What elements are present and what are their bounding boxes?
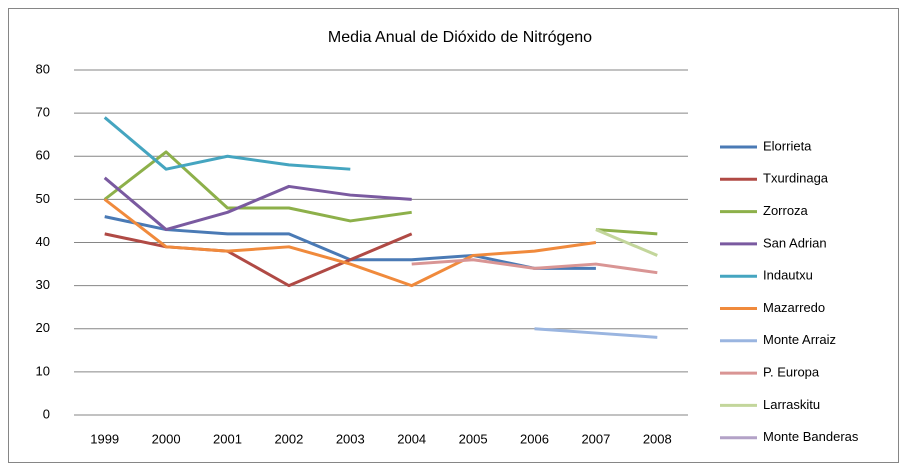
series-line: [411, 258, 658, 275]
x-tick-label: 2006: [520, 431, 549, 446]
series-line: [103, 176, 412, 232]
series-line: [534, 327, 658, 339]
x-tick-label: 2003: [336, 431, 365, 446]
series-line: [104, 232, 413, 288]
legend-label: Zorroza: [763, 203, 809, 218]
y-tick-label: 50: [36, 191, 50, 206]
x-tick-label: 2005: [459, 431, 488, 446]
x-tick-label: 2007: [581, 431, 610, 446]
series-line: [103, 116, 351, 171]
x-tick-label: 2002: [274, 431, 303, 446]
legend-label: Monte Arraiz: [763, 332, 836, 347]
y-tick-label: 20: [36, 320, 50, 335]
chart-title: Media Anual de Dióxido de Nitrógeno: [328, 29, 592, 46]
legend-label: Monte Banderas: [763, 429, 859, 444]
y-tick-label: 10: [36, 363, 50, 378]
y-tick-label: 70: [36, 105, 50, 120]
legend-label: San Adrian: [763, 235, 827, 250]
x-tick-label: 2004: [397, 431, 426, 446]
series-line: [103, 198, 597, 288]
y-tick-label: 0: [43, 406, 50, 421]
x-tick-label: 2001: [213, 431, 242, 446]
legend-label: P. Europa: [763, 365, 820, 380]
y-tick-label: 30: [36, 277, 50, 292]
x-tick-label: 2000: [152, 431, 181, 446]
x-tick-label: 2008: [643, 431, 672, 446]
legend-label: Larraskitu: [763, 397, 820, 412]
legend-label: Mazarredo: [763, 300, 825, 315]
legend-label: Txurdinaga: [763, 171, 829, 186]
legend-label: Elorrieta: [763, 138, 812, 153]
legend-label: Indautxu: [763, 268, 813, 283]
y-tick-label: 40: [36, 234, 50, 249]
y-tick-label: 60: [36, 148, 50, 163]
x-tick-label: 1999: [90, 431, 119, 446]
chart-border: [8, 8, 899, 463]
y-tick-label: 80: [36, 61, 50, 76]
series-line: [595, 228, 658, 257]
